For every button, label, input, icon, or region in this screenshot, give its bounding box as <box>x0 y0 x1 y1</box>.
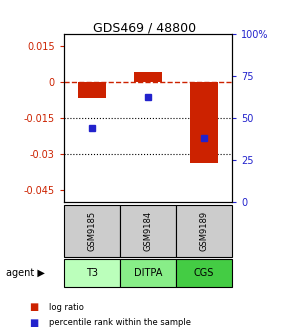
Text: GSM9185: GSM9185 <box>87 211 96 251</box>
Text: GDS469 / 48800: GDS469 / 48800 <box>93 22 197 35</box>
Text: GSM9184: GSM9184 <box>143 211 153 251</box>
Text: DITPA: DITPA <box>134 268 162 278</box>
Text: percentile rank within the sample: percentile rank within the sample <box>49 318 191 327</box>
Text: ■: ■ <box>29 318 38 328</box>
Bar <box>78 82 106 98</box>
Text: agent ▶: agent ▶ <box>6 268 45 278</box>
Text: T3: T3 <box>86 268 98 278</box>
Bar <box>190 82 218 163</box>
Text: log ratio: log ratio <box>49 303 84 312</box>
Text: ■: ■ <box>29 302 38 312</box>
Text: GSM9189: GSM9189 <box>200 211 209 251</box>
Bar <box>134 72 162 82</box>
Text: CGS: CGS <box>194 268 214 278</box>
